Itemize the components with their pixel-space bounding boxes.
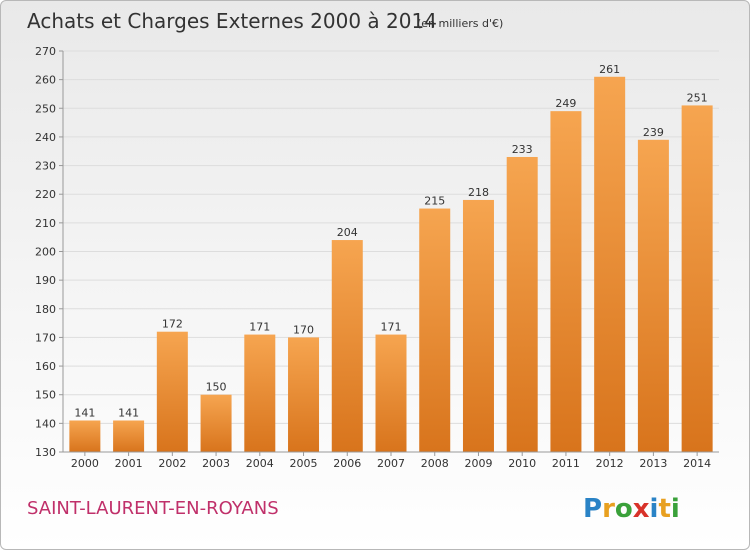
y-tick-label: 200 <box>35 246 56 259</box>
y-tick-label: 150 <box>35 389 56 402</box>
y-tick-label: 210 <box>35 217 56 230</box>
value-label-2009: 218 <box>468 186 489 199</box>
y-axis: 130 140 150 160 170 180 190 200 210 220 230 240 250 2… <box>35 45 63 459</box>
chart-subtitle: (en milliers d'€) <box>417 17 503 30</box>
value-label-2013: 239 <box>643 126 664 139</box>
bar-2001 <box>113 420 145 452</box>
x-tick-label-2002: 2002 <box>158 457 186 470</box>
value-label-2008: 215 <box>424 195 445 208</box>
x-tick-label-2013: 2013 <box>639 457 667 470</box>
bar-2005 <box>288 337 320 452</box>
value-label-2004: 171 <box>249 321 270 334</box>
y-tick-label: 160 <box>35 360 56 373</box>
x-tick-label-2009: 2009 <box>464 457 492 470</box>
bar-2014 <box>681 105 713 453</box>
bar-2013 <box>637 139 669 453</box>
value-label-2002: 172 <box>162 318 183 331</box>
value-label-2014: 251 <box>687 91 708 104</box>
x-tick-label-2001: 2001 <box>115 457 143 470</box>
x-tick-label-2003: 2003 <box>202 457 230 470</box>
value-label-2010: 233 <box>512 143 533 156</box>
commune-name: SAINT-LAURENT-EN-ROYANS <box>27 498 279 519</box>
y-tick-label: 190 <box>35 274 56 287</box>
bar-2000 <box>69 420 101 452</box>
proxiti-logo: Proxiti <box>583 494 680 524</box>
x-tick-label-2014: 2014 <box>683 457 711 470</box>
y-tick-label: 180 <box>35 303 56 316</box>
y-tick-label: 130 <box>35 446 56 459</box>
bar-2002 <box>156 331 188 452</box>
bar-2008 <box>419 208 451 452</box>
bar-2009 <box>462 199 494 452</box>
x-tick-label-2008: 2008 <box>421 457 449 470</box>
bar-2012 <box>594 76 626 453</box>
x-tick-label-2007: 2007 <box>377 457 405 470</box>
bar-2011 <box>550 111 582 453</box>
x-tick-label-2005: 2005 <box>290 457 318 470</box>
bar-2003 <box>200 394 232 452</box>
x-axis: 2000 2001 2002 2003 2004 2005 2006 2007 2008 2009… <box>71 452 711 470</box>
bar-2006 <box>331 240 363 452</box>
y-tick-label: 170 <box>35 331 56 344</box>
x-tick-label-2010: 2010 <box>508 457 536 470</box>
x-tick-label-2012: 2012 <box>596 457 624 470</box>
y-tick-label: 240 <box>35 131 56 144</box>
x-tick-label-2006: 2006 <box>333 457 361 470</box>
y-tick-label: 260 <box>35 74 56 87</box>
bar-2007 <box>375 334 407 452</box>
axis-frame <box>62 51 719 453</box>
y-tick-label: 230 <box>35 160 56 173</box>
chart-title: Achats et Charges Externes 2000 à 2014 <box>27 9 437 33</box>
bar-2010 <box>506 156 538 452</box>
proxiti-logo-text: Proxiti <box>583 494 680 524</box>
x-tick-label-2011: 2011 <box>552 457 580 470</box>
y-tick-label: 250 <box>35 102 56 115</box>
value-label-2001: 141 <box>118 406 139 419</box>
value-label-2006: 204 <box>337 226 358 239</box>
y-tick-label: 270 <box>35 45 56 58</box>
value-label-2007: 171 <box>381 321 402 334</box>
value-label-2012: 261 <box>599 63 620 76</box>
x-tick-label-2000: 2000 <box>71 457 99 470</box>
y-tick-label: 140 <box>35 417 56 430</box>
y-tick-label: 220 <box>35 188 56 201</box>
value-label-2011: 249 <box>555 97 576 110</box>
bar-2004 <box>244 334 276 452</box>
bars <box>69 76 713 453</box>
value-labels: 141 141 172 150 171 170 204 171 215 218 233 249 261 2… <box>74 63 707 420</box>
value-label-2003: 150 <box>206 381 227 394</box>
value-label-2000: 141 <box>74 406 95 419</box>
value-label-2005: 170 <box>293 323 314 336</box>
x-tick-label-2004: 2004 <box>246 457 274 470</box>
